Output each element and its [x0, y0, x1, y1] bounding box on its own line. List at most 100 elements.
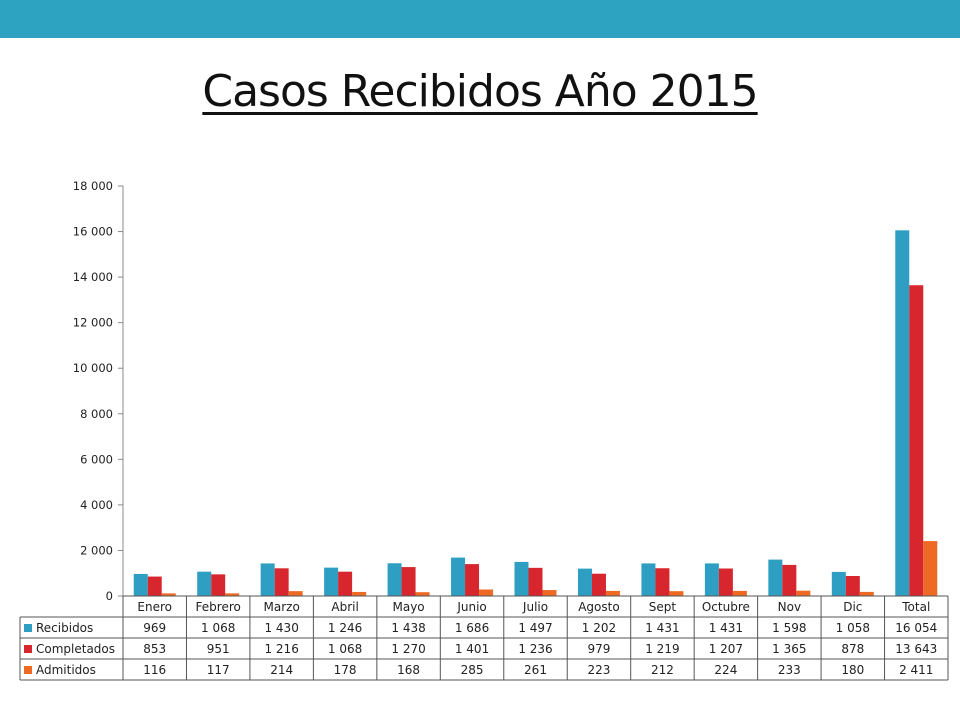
bar-recibidos-julio [514, 561, 529, 596]
legend-key-admitidos [24, 666, 32, 674]
legend-label-admitidos: Admitidos [36, 663, 96, 677]
data-label: 1 219 [645, 642, 679, 656]
legend-label-completados: Completados [36, 642, 115, 656]
y-tick-label: 8 000 [80, 407, 113, 421]
data-label: 1 246 [328, 621, 362, 635]
data-label: 1 438 [391, 621, 425, 635]
bar-admitidos-febrero [225, 593, 240, 596]
slide-title: Casos Recibidos Año 2015 [0, 66, 960, 117]
header-band [0, 0, 960, 38]
data-label: 1 430 [264, 621, 298, 635]
bar-admitidos-nov [796, 590, 811, 596]
bar-recibidos-abril [324, 567, 339, 596]
x-tick-label: Abril [331, 600, 358, 614]
data-label: 212 [651, 663, 674, 677]
data-label: 1 236 [518, 642, 552, 656]
x-tick-label: Mayo [392, 600, 424, 614]
x-tick-label: Marzo [264, 600, 300, 614]
legend-key-completados [24, 645, 32, 653]
data-label: 178 [334, 663, 357, 677]
x-tick-label: Junio [456, 600, 486, 614]
data-label: 1 431 [709, 621, 743, 635]
data-label: 233 [778, 663, 801, 677]
data-label: 13 643 [895, 642, 937, 656]
data-label: 224 [714, 663, 737, 677]
bar-completados-febrero [211, 574, 226, 596]
data-label: 16 054 [895, 621, 937, 635]
chart: 0 2 000 4 000 6 000 8 000 10 000 12 000 14 000 1… [19, 179, 949, 681]
bar-recibidos-sept [641, 563, 656, 596]
x-tick-label: Agosto [578, 600, 619, 614]
data-label: 1 068 [328, 642, 362, 656]
data-label: 116 [143, 663, 166, 677]
bar-recibidos-mayo [387, 563, 402, 596]
data-label: 117 [207, 663, 230, 677]
data-label: 2 411 [899, 663, 933, 677]
y-tick-label: 18 000 [73, 179, 113, 193]
data-label: 969 [143, 621, 166, 635]
bar-admitidos-mayo [415, 592, 430, 596]
bar-admitidos-julio [542, 590, 557, 596]
data-label: 1 401 [455, 642, 489, 656]
data-label: 1 365 [772, 642, 806, 656]
y-tick-label: 4 000 [80, 498, 113, 512]
bar-recibidos-febrero [197, 571, 212, 596]
data-label: 1 497 [518, 621, 552, 635]
bar-recibidos-dic [831, 571, 846, 596]
data-label: 878 [841, 642, 864, 656]
bar-admitidos-dic [859, 591, 874, 596]
bar-completados-enero [147, 576, 162, 596]
bar-recibidos-junio [451, 557, 466, 596]
x-tick-label: Febrero [196, 600, 241, 614]
bar-completados-nov [782, 564, 797, 596]
bar-admitidos-junio [479, 589, 494, 596]
bar-completados-total [909, 285, 924, 596]
data-label: 1 202 [582, 621, 616, 635]
bar-admitidos-abril [352, 591, 367, 596]
bar-recibidos-marzo [260, 563, 275, 596]
bar-completados-abril [338, 571, 353, 596]
data-label: 951 [207, 642, 230, 656]
bar-completados-marzo [274, 568, 289, 596]
y-tick-label: 14 000 [73, 270, 113, 284]
bar-completados-julio [528, 567, 543, 596]
bar-admitidos-enero [161, 593, 176, 596]
data-label: 261 [524, 663, 547, 677]
x-tick-label: Sept [649, 600, 677, 614]
bar-recibidos-octubre [704, 563, 719, 596]
legend-label-recibidos: Recibidos [36, 621, 93, 635]
x-tick-label: Dic [843, 600, 862, 614]
y-tick-label: 16 000 [73, 225, 113, 239]
bar-completados-junio [465, 564, 480, 596]
y-tick-label: 6 000 [80, 452, 113, 466]
bar-admitidos-agosto [605, 590, 620, 596]
bar-admitidos-octubre [732, 590, 747, 596]
bar-recibidos-enero [133, 573, 148, 596]
x-tick-label: Octubre [702, 600, 750, 614]
x-tick-label: Nov [778, 600, 801, 614]
data-label: 1 686 [455, 621, 489, 635]
y-tick-label: 2 000 [80, 543, 113, 557]
data-label: 979 [588, 642, 611, 656]
data-label: 1 058 [836, 621, 870, 635]
bar-completados-mayo [401, 567, 416, 596]
bar-completados-sept [655, 568, 670, 596]
data-label: 1 431 [645, 621, 679, 635]
x-tick-label: Julio [522, 600, 548, 614]
bar-admitidos-marzo [288, 591, 303, 596]
slide-title-text: Casos Recibidos Año 2015 [202, 66, 758, 117]
data-label: 214 [270, 663, 293, 677]
bar-completados-agosto [591, 573, 606, 596]
bar-completados-dic [845, 576, 860, 596]
y-tick-label: 12 000 [73, 316, 113, 330]
legend-key-recibidos [24, 624, 32, 632]
bar-recibidos-agosto [577, 568, 592, 596]
y-tick-label: 10 000 [73, 361, 113, 375]
bar-completados-octubre [718, 568, 733, 596]
data-label: 180 [841, 663, 864, 677]
bar-admitidos-total [923, 541, 938, 596]
data-label: 285 [461, 663, 484, 677]
data-label: 1 216 [264, 642, 298, 656]
data-label: 223 [588, 663, 611, 677]
data-label: 1 598 [772, 621, 806, 635]
